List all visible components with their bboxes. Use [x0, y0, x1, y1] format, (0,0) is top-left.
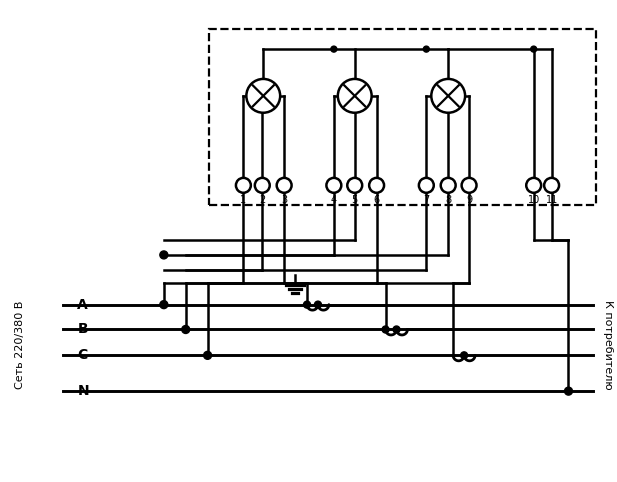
- Circle shape: [338, 79, 371, 113]
- Text: C: C: [77, 348, 88, 362]
- Circle shape: [326, 178, 341, 193]
- Bar: [209, 29, 597, 205]
- Circle shape: [331, 46, 337, 52]
- Text: 11: 11: [545, 195, 558, 205]
- Circle shape: [531, 46, 537, 52]
- Text: 9: 9: [466, 195, 472, 205]
- Circle shape: [204, 351, 212, 359]
- Circle shape: [236, 178, 251, 193]
- Circle shape: [160, 301, 168, 308]
- Text: 3: 3: [281, 195, 287, 205]
- Circle shape: [441, 178, 455, 193]
- Text: 7: 7: [423, 195, 429, 205]
- Text: 6: 6: [373, 195, 379, 205]
- Circle shape: [382, 326, 389, 333]
- Text: 8: 8: [445, 195, 451, 205]
- Circle shape: [565, 387, 573, 395]
- Circle shape: [304, 301, 310, 308]
- Circle shape: [419, 178, 434, 193]
- Circle shape: [160, 251, 168, 259]
- Circle shape: [347, 178, 362, 193]
- Circle shape: [369, 178, 384, 193]
- Text: 5: 5: [352, 195, 358, 205]
- Circle shape: [431, 79, 465, 113]
- Circle shape: [315, 301, 321, 308]
- Circle shape: [423, 46, 429, 52]
- Circle shape: [544, 178, 559, 193]
- Text: 1: 1: [240, 195, 246, 205]
- Circle shape: [246, 79, 280, 113]
- Text: N: N: [77, 384, 89, 398]
- Text: A: A: [77, 297, 88, 312]
- Circle shape: [462, 178, 476, 193]
- Text: К потребителю: К потребителю: [603, 300, 613, 389]
- Circle shape: [393, 326, 400, 333]
- Circle shape: [526, 178, 541, 193]
- Circle shape: [182, 325, 189, 334]
- Text: 10: 10: [528, 195, 540, 205]
- Text: B: B: [77, 322, 88, 336]
- Circle shape: [276, 178, 292, 193]
- Text: 4: 4: [331, 195, 337, 205]
- Circle shape: [461, 352, 468, 359]
- Circle shape: [255, 178, 270, 193]
- Text: 2: 2: [259, 195, 265, 205]
- Text: Сеть 220/380 В: Сеть 220/380 В: [15, 300, 25, 388]
